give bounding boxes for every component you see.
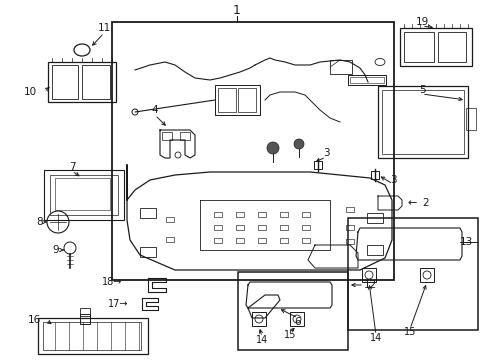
Bar — [465, 108, 475, 130]
Bar — [289, 312, 304, 326]
Bar — [140, 208, 156, 218]
Bar — [302, 238, 309, 243]
Text: 9: 9 — [53, 245, 59, 255]
Text: 3: 3 — [322, 148, 328, 158]
Bar — [44, 170, 124, 220]
Bar — [238, 88, 256, 112]
Text: 2: 2 — [422, 198, 428, 208]
Text: ←: ← — [407, 198, 416, 208]
Bar — [349, 77, 383, 83]
Text: 16: 16 — [27, 315, 41, 325]
Bar — [43, 322, 141, 350]
Bar — [377, 86, 467, 158]
Bar — [366, 213, 382, 223]
Bar — [346, 207, 353, 212]
Bar — [347, 75, 385, 85]
Bar — [165, 217, 174, 222]
Circle shape — [266, 142, 279, 154]
Text: 7: 7 — [68, 162, 75, 172]
Bar — [236, 238, 244, 243]
Bar — [437, 32, 465, 62]
Bar — [112, 22, 393, 280]
Bar — [403, 32, 433, 62]
Circle shape — [293, 139, 304, 149]
Bar — [180, 132, 190, 140]
Bar — [80, 314, 90, 324]
Bar — [258, 212, 265, 217]
Bar — [218, 88, 236, 112]
Bar — [236, 212, 244, 217]
Bar — [313, 161, 321, 169]
Bar — [38, 318, 148, 354]
Bar — [55, 178, 110, 210]
Bar — [214, 212, 222, 217]
Bar — [251, 312, 265, 326]
Bar — [346, 239, 353, 244]
Bar — [236, 225, 244, 230]
Bar — [302, 225, 309, 230]
Bar — [302, 212, 309, 217]
Bar — [214, 238, 222, 243]
Text: 17→: 17→ — [107, 299, 128, 309]
Text: 15: 15 — [403, 327, 415, 337]
Text: 15: 15 — [283, 330, 296, 340]
Bar — [52, 65, 78, 99]
Text: 1: 1 — [233, 4, 241, 17]
Bar — [280, 238, 287, 243]
Bar — [215, 85, 260, 115]
Text: 5: 5 — [418, 85, 425, 95]
Bar — [370, 171, 378, 179]
Bar — [140, 247, 156, 257]
Bar — [48, 62, 116, 102]
Bar — [329, 60, 351, 74]
Text: 10: 10 — [23, 87, 37, 97]
Text: 4: 4 — [151, 105, 158, 115]
Bar — [82, 65, 110, 99]
Text: 19: 19 — [414, 17, 428, 27]
Bar — [50, 175, 118, 215]
Text: 14: 14 — [369, 333, 381, 343]
Text: 18→: 18→ — [102, 277, 122, 287]
Bar — [366, 245, 382, 255]
Bar — [399, 28, 471, 66]
Bar — [238, 272, 347, 350]
Bar — [280, 225, 287, 230]
Text: 14: 14 — [255, 335, 267, 345]
Bar — [214, 225, 222, 230]
Text: 12: 12 — [363, 280, 376, 290]
Text: 13: 13 — [458, 237, 472, 247]
Bar — [258, 225, 265, 230]
Bar — [280, 212, 287, 217]
Bar — [162, 132, 172, 140]
Text: 6: 6 — [294, 317, 301, 327]
Bar — [80, 308, 90, 316]
Text: 3: 3 — [389, 175, 395, 185]
Bar — [419, 268, 433, 282]
Bar — [361, 268, 375, 282]
Bar — [381, 90, 463, 154]
Text: 11: 11 — [97, 23, 110, 33]
Bar — [347, 218, 477, 330]
Bar — [258, 238, 265, 243]
Bar — [165, 237, 174, 242]
Bar — [346, 225, 353, 230]
Text: 8: 8 — [37, 217, 43, 227]
